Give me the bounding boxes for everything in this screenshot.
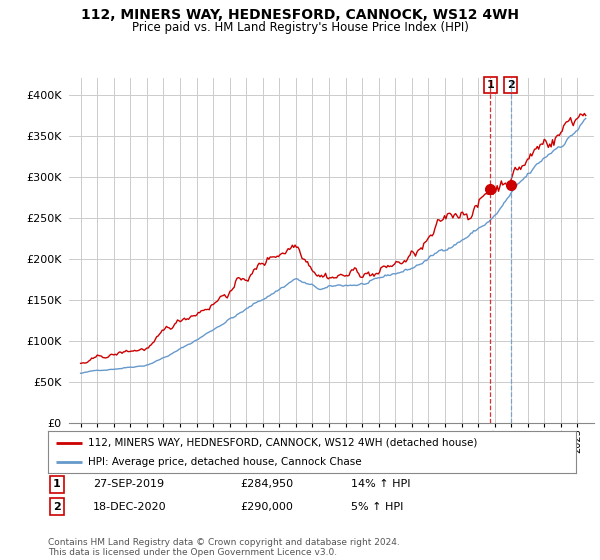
Text: 18-DEC-2020: 18-DEC-2020 — [93, 502, 167, 512]
Text: 112, MINERS WAY, HEDNESFORD, CANNOCK, WS12 4WH (detached house): 112, MINERS WAY, HEDNESFORD, CANNOCK, WS… — [88, 437, 477, 447]
Text: 2: 2 — [506, 80, 514, 90]
Text: 27-SEP-2019: 27-SEP-2019 — [93, 479, 164, 489]
Text: 14% ↑ HPI: 14% ↑ HPI — [351, 479, 410, 489]
Text: £284,950: £284,950 — [240, 479, 293, 489]
Text: 112, MINERS WAY, HEDNESFORD, CANNOCK, WS12 4WH: 112, MINERS WAY, HEDNESFORD, CANNOCK, WS… — [81, 8, 519, 22]
Text: Contains HM Land Registry data © Crown copyright and database right 2024.
This d: Contains HM Land Registry data © Crown c… — [48, 538, 400, 557]
Text: £290,000: £290,000 — [240, 502, 293, 512]
Text: 5% ↑ HPI: 5% ↑ HPI — [351, 502, 403, 512]
Text: 1: 1 — [53, 479, 61, 489]
Text: Price paid vs. HM Land Registry's House Price Index (HPI): Price paid vs. HM Land Registry's House … — [131, 21, 469, 34]
Text: 2: 2 — [53, 502, 61, 512]
Text: HPI: Average price, detached house, Cannock Chase: HPI: Average price, detached house, Cann… — [88, 457, 361, 467]
Text: 1: 1 — [487, 80, 494, 90]
